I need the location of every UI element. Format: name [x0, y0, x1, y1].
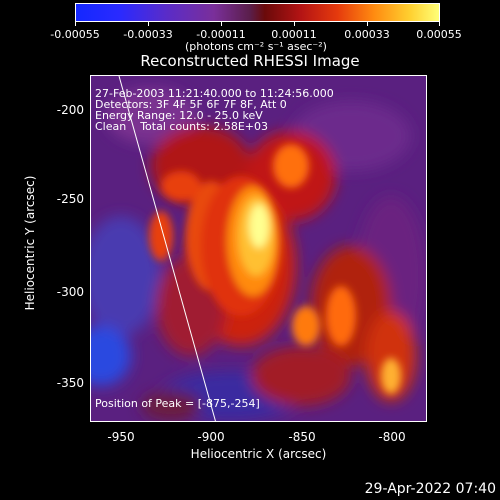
- x-tick-label: -950: [107, 430, 135, 444]
- bright-source: [149, 144, 401, 394]
- x-tick-label: -800: [378, 430, 406, 444]
- colorbar-tick-label: 0.00033: [344, 28, 390, 41]
- x-tick-label: -850: [288, 430, 316, 444]
- rhessi-image: [91, 76, 426, 421]
- colorbar-tick: [221, 22, 222, 26]
- x-axis-label: Heliocentric X (arcsec): [190, 447, 327, 461]
- image-title: Reconstructed RHESSI Image: [140, 52, 360, 70]
- colorbar-tick-label: -0.00011: [196, 28, 246, 41]
- energy-range-text: Energy Range: 12.0 - 25.0 keV: [95, 109, 263, 122]
- y-axis-label: Heliocentric Y (arcsec): [23, 175, 37, 311]
- peak-position-text: Position of Peak = [-875,-254]: [95, 397, 260, 410]
- timestamp: 29-Apr-2022 07:40: [364, 481, 496, 497]
- clean-counts-text: Clean Total counts: 2.58E+03: [95, 120, 269, 133]
- time-range-text: 27-Feb-2003 11:21:40.000 to 11:24:56.000: [95, 87, 334, 100]
- colorbar-tick: [148, 22, 149, 26]
- colorbar-tick: [294, 22, 295, 26]
- y-tick-label: -250: [56, 192, 84, 206]
- colorbar-tick-label: 0.00055: [416, 28, 462, 41]
- colorbar-tick: [75, 22, 76, 26]
- colorbar-tick: [439, 22, 440, 26]
- colorbar-tick-label: -0.00033: [123, 28, 173, 41]
- rhessi-image-panel: 27-Feb-2003 11:21:40.000 to 11:24:56.000…: [90, 75, 427, 422]
- colorbar-tick: [367, 22, 368, 26]
- y-tick-label: -350: [56, 376, 84, 390]
- colorbar-units-label: (photons cm⁻² s⁻¹ asec⁻²): [185, 40, 327, 53]
- colorbar-tick-label: 0.00011: [271, 28, 317, 41]
- y-tick-label: -200: [56, 103, 84, 117]
- colorbar-tick-label: -0.00055: [50, 28, 100, 41]
- x-tick-label: -900: [197, 430, 225, 444]
- y-tick-label: -300: [56, 285, 84, 299]
- colorbar: [75, 3, 440, 22]
- limb-line: [118, 76, 216, 421]
- detectors-text: Detectors: 3F 4F 5F 6F 7F 8F, Att 0: [95, 98, 287, 111]
